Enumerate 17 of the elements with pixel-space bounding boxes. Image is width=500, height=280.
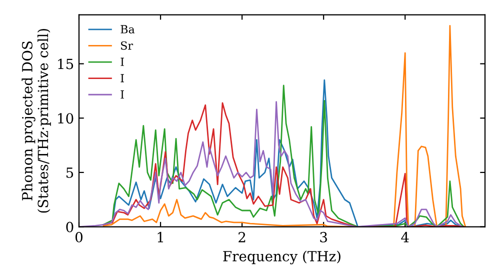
- legend-label: Sr: [121, 41, 134, 50]
- y-tick-label: 15: [58, 58, 74, 70]
- x-axis-title: Frequency (THz): [223, 250, 340, 264]
- y-axis-title: Phonon projected DOS (States/THz·primitive cell): [22, 28, 51, 213]
- y-tick-label: 5: [66, 168, 74, 178]
- legend-label: I: [120, 74, 124, 82]
- x-tick-label: 0: [75, 232, 82, 242]
- y-tick-label: 0: [66, 222, 74, 232]
- x-tick-label: 3: [320, 232, 327, 242]
- x-tick-label: 4: [401, 232, 409, 242]
- y-tick-label: 10: [58, 113, 74, 124]
- legend-label: I: [120, 90, 124, 99]
- line-series: [102, 25, 466, 227]
- x-tick-label: 2: [238, 232, 246, 242]
- legend-label: I: [120, 58, 124, 66]
- legend-label: Ba: [120, 25, 135, 34]
- x-tick-label: 1: [158, 232, 163, 242]
